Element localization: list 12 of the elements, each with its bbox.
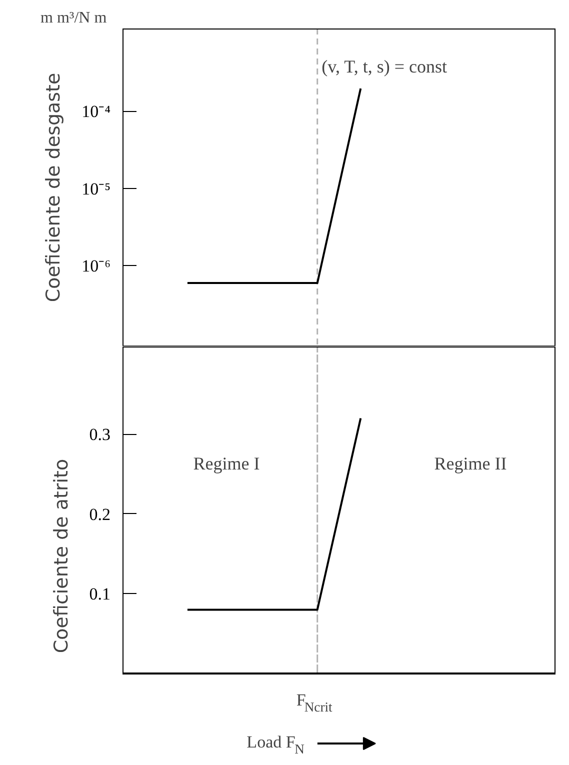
y-tick-label: 0.2 [89, 504, 110, 524]
y-axis-title: Coeficiente de desgaste [42, 72, 65, 302]
y-tick-label: 0.3 [89, 425, 110, 444]
annotation: (v, T, t, s) = const [322, 56, 447, 76]
annotation: Regime II [434, 454, 507, 474]
y-tick-label: 0.1 [89, 584, 110, 604]
y-tick-label: 10⁻⁴ [82, 102, 111, 122]
y-tick-label: 10⁻⁶ [82, 256, 111, 276]
annotation: Regime I [193, 454, 260, 474]
y-tick-label: 10⁻⁵ [82, 179, 111, 198]
text: m m³/N m [40, 10, 108, 26]
y-axis-title: Coeficiente de atrito [50, 458, 72, 654]
